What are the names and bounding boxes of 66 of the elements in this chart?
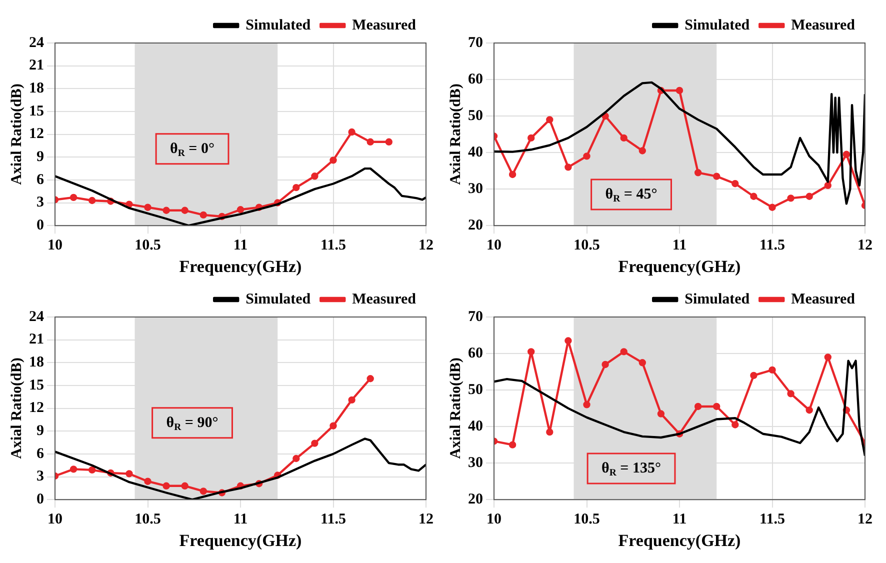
y-tick-label: 15 (29, 103, 44, 120)
y-tick-label: 60 (468, 71, 483, 88)
y-tick-label: 21 (29, 332, 44, 348)
x-tick-label: 12 (858, 237, 872, 254)
x-tick-label: 11.5 (760, 237, 785, 254)
x-axis-title: Frequency(GHz) (179, 257, 302, 276)
y-tick-label: 20 (468, 491, 483, 508)
y-tick-label: 6 (36, 172, 44, 188)
y-tick-label: 70 (468, 308, 483, 325)
y-tick-label: 40 (468, 144, 483, 160)
x-tick-label: 11 (233, 511, 248, 528)
x-tick-label: 10.5 (574, 511, 600, 528)
y-axis-title: Axial Ratio(dB) (8, 358, 25, 459)
x-tick-label: 10.5 (574, 237, 600, 254)
y-tick-label: 60 (468, 345, 483, 362)
x-tick-label: 11 (672, 511, 687, 528)
x-tick-label: 11.5 (320, 237, 346, 254)
x-tick-label: 10 (486, 511, 502, 528)
x-tick-label: 12 (858, 511, 872, 528)
x-tick-label: 11 (672, 237, 687, 254)
legend-label: Measured (791, 17, 856, 34)
x-tick-label: 11.5 (320, 511, 346, 528)
legend-label: Measured (352, 291, 417, 308)
x-tick-label: 12 (418, 237, 434, 254)
x-axis-title: Frequency(GHz) (179, 531, 302, 550)
x-axis-title: Frequency(GHz) (618, 257, 741, 276)
x-tick-label: 10 (48, 511, 62, 528)
x-tick-label: 10 (486, 237, 502, 254)
y-tick-label: 40 (468, 418, 483, 434)
y-axis-title: Axial Ratio(dB) (448, 358, 464, 459)
legend-label: Simulated (246, 17, 312, 34)
y-tick-label: 9 (36, 149, 44, 165)
y-tick-label: 3 (36, 194, 44, 211)
y-tick-label: 12 (29, 400, 44, 416)
y-tick-label: 0 (36, 217, 44, 234)
x-axis-title: Frequency(GHz) (618, 531, 741, 550)
y-tick-label: 0 (36, 491, 44, 508)
x-tick-label: 10.5 (134, 511, 161, 528)
y-axis-title: Axial Ratio(dB) (448, 84, 464, 185)
y-tick-label: 50 (468, 108, 483, 124)
legend-label: Simulated (684, 17, 750, 34)
y-tick-label: 24 (29, 308, 44, 325)
legend-label: Measured (352, 17, 417, 34)
y-tick-label: 20 (468, 217, 483, 234)
y-tick-label: 21 (29, 58, 44, 74)
y-tick-label: 70 (468, 34, 483, 51)
x-tick-label: 11 (233, 237, 248, 254)
y-tick-label: 6 (36, 446, 44, 462)
y-tick-label: 30 (468, 180, 483, 197)
y-tick-label: 12 (29, 126, 44, 142)
legend-label: Measured (791, 291, 856, 308)
y-tick-label: 15 (29, 377, 44, 394)
y-tick-label: 50 (468, 382, 483, 398)
legend-label: Simulated (684, 291, 750, 308)
y-tick-label: 3 (36, 468, 44, 485)
y-tick-label: 18 (29, 354, 44, 371)
y-tick-label: 24 (29, 34, 44, 51)
x-tick-label: 10.5 (134, 237, 161, 254)
y-tick-label: 18 (29, 80, 44, 97)
x-tick-label: 10 (48, 237, 62, 254)
x-tick-label: 12 (418, 511, 434, 528)
y-axis-title: Axial Ratio(dB) (8, 84, 25, 185)
x-tick-label: 11.5 (760, 511, 785, 528)
y-tick-label: 30 (468, 454, 483, 471)
legend-label: Simulated (246, 291, 312, 308)
y-tick-label: 9 (36, 423, 44, 439)
